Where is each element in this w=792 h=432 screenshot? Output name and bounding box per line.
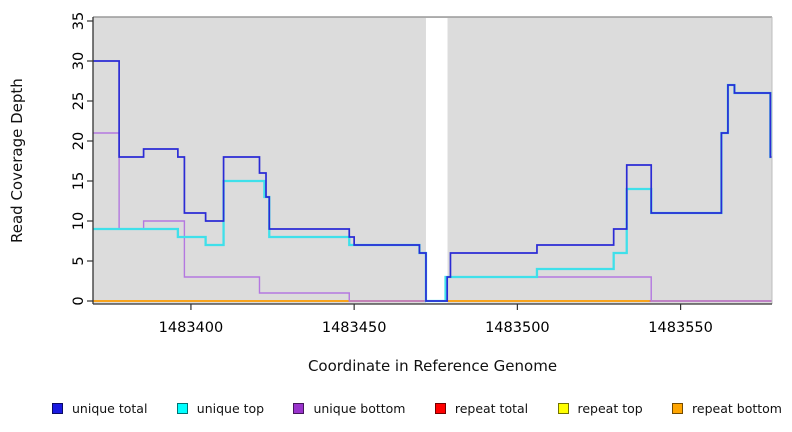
x-tick-label: 1483500 [485,320,550,336]
legend-swatch-icon [672,402,684,414]
y-tick-label: 5 [71,256,87,265]
x-tick-label: 1483400 [159,320,224,336]
y-tick-label: 30 [71,52,87,70]
y-tick-label: 15 [71,172,87,190]
legend-label: repeat total [454,400,529,416]
x-tick-label: 1483550 [648,320,713,336]
y-tick-label: 25 [71,92,87,110]
legend-label: unique bottom [313,400,406,416]
legend-item-repeat-total: repeat total [434,400,529,416]
legend-item-repeat-bottom: repeat bottom [672,401,782,416]
y-tick-label: 35 [71,12,87,30]
x-tick-label: 1483450 [322,320,387,336]
legend-swatch-icon [557,402,569,414]
legend-item-unique-total: unique total [52,401,147,416]
legend-item-unique-top: unique top [176,400,265,416]
legend: unique total unique top unique bottom repea… [52,399,782,417]
x-axis-title: Coordinate in Reference Genome [307,357,558,375]
y-tick-label: 0 [71,296,87,305]
legend-swatch-icon [52,402,63,414]
series-line-unique-total [93,60,772,302]
y-tick-label: 10 [71,212,87,230]
no-data-gap-band [425,18,448,303]
legend-swatch-icon [293,402,305,414]
legend-item-unique-bottom: unique bottom [293,400,406,416]
legend-label: unique top [196,400,265,416]
legend-swatch-icon [176,402,188,414]
legend-item-repeat-top: repeat top [557,400,643,416]
legend-label: repeat top [577,400,643,416]
legend-label: unique total [72,400,148,416]
legend-label: repeat bottom [692,400,782,416]
y-axis-title: Read Coverage Depth [8,78,26,243]
legend-swatch-icon [434,402,446,414]
y-tick-label: 20 [71,132,87,150]
